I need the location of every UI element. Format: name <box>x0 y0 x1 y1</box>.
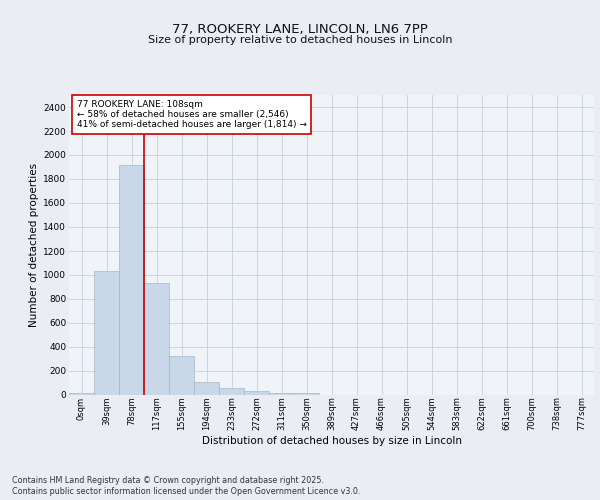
Bar <box>69 393 94 395</box>
X-axis label: Distribution of detached houses by size in Lincoln: Distribution of detached houses by size … <box>202 436 461 446</box>
Bar <box>269 392 294 395</box>
Y-axis label: Number of detached properties: Number of detached properties <box>29 163 39 327</box>
Bar <box>244 392 269 395</box>
Text: 77, ROOKERY LANE, LINCOLN, LN6 7PP: 77, ROOKERY LANE, LINCOLN, LN6 7PP <box>172 22 428 36</box>
Bar <box>119 164 144 395</box>
Text: Contains public sector information licensed under the Open Government Licence v3: Contains public sector information licen… <box>12 487 361 496</box>
Bar <box>169 356 194 395</box>
Text: Contains HM Land Registry data © Crown copyright and database right 2025.: Contains HM Land Registry data © Crown c… <box>12 476 324 485</box>
Bar <box>144 284 169 395</box>
Text: 77 ROOKERY LANE: 108sqm
← 58% of detached houses are smaller (2,546)
41% of semi: 77 ROOKERY LANE: 108sqm ← 58% of detache… <box>77 100 307 130</box>
Bar <box>194 382 219 395</box>
Bar <box>94 272 119 395</box>
Bar <box>294 393 319 395</box>
Text: Size of property relative to detached houses in Lincoln: Size of property relative to detached ho… <box>148 35 452 45</box>
Bar <box>219 388 244 395</box>
